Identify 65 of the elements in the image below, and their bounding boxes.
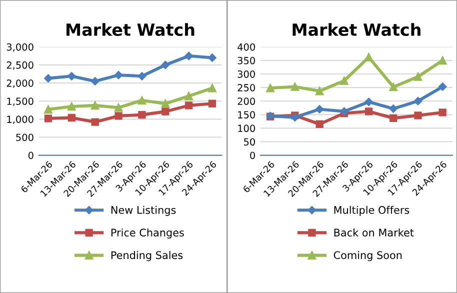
point <box>90 101 100 110</box>
point <box>414 96 422 106</box>
legend-label: New Listings <box>111 206 176 216</box>
point <box>44 74 52 82</box>
point <box>114 112 122 120</box>
y-tick-label: 2,500 <box>6 61 34 70</box>
point <box>114 70 123 80</box>
point <box>161 60 170 70</box>
point <box>266 84 274 92</box>
point <box>389 82 398 92</box>
point <box>44 114 52 122</box>
point <box>315 86 324 96</box>
y-tick-label: 150 <box>238 111 255 118</box>
y-tick-label: 350 <box>238 56 255 64</box>
point <box>184 92 193 100</box>
point <box>68 114 76 122</box>
y-tick-label: 0 <box>250 152 255 160</box>
point <box>44 105 52 114</box>
y-tick-label: 200 <box>238 98 255 105</box>
y-tick-label: 0 <box>28 152 34 160</box>
y-tick-label: 1,500 <box>7 98 34 106</box>
point <box>438 82 447 91</box>
y-tick-label: 300 <box>238 70 255 78</box>
y-tick-label: 2,000 <box>6 79 34 88</box>
y-tick-label: 500 <box>16 134 34 142</box>
point <box>438 56 447 65</box>
legend-label: Multiple Offers <box>334 206 410 216</box>
point <box>414 112 422 120</box>
point <box>208 100 216 108</box>
y-tick-label: 50 <box>244 138 255 146</box>
y-tick-label: 3,000 <box>6 43 34 52</box>
legend-label: Pending Sales <box>111 251 183 262</box>
chart-title: Market Watch <box>292 23 420 36</box>
point <box>364 53 373 62</box>
point <box>364 108 373 116</box>
point <box>185 102 193 110</box>
point <box>161 99 170 108</box>
point <box>91 118 99 126</box>
point <box>364 98 373 106</box>
point <box>90 77 100 86</box>
y-tick-label: 400 <box>238 43 255 51</box>
point <box>208 84 216 92</box>
y-tick-label: 100 <box>238 124 255 132</box>
point <box>208 54 216 62</box>
legend-label: Back on Market <box>334 228 414 237</box>
point <box>114 103 123 112</box>
point <box>290 82 300 91</box>
point <box>184 52 193 60</box>
point <box>138 96 146 105</box>
point <box>390 114 398 122</box>
point <box>389 104 398 113</box>
legend-label: Coming Soon <box>334 251 402 262</box>
point <box>67 102 76 111</box>
point <box>316 120 324 128</box>
legend-label: Price Changes <box>111 228 184 239</box>
point <box>68 72 76 80</box>
point <box>340 76 348 85</box>
point <box>438 108 446 116</box>
point <box>315 105 324 114</box>
point <box>414 72 422 81</box>
y-tick-label: 1,000 <box>7 116 34 124</box>
point <box>162 108 170 116</box>
chart-title: Market Watch <box>66 23 194 36</box>
y-tick-label: 250 <box>238 84 255 92</box>
point <box>138 110 146 119</box>
